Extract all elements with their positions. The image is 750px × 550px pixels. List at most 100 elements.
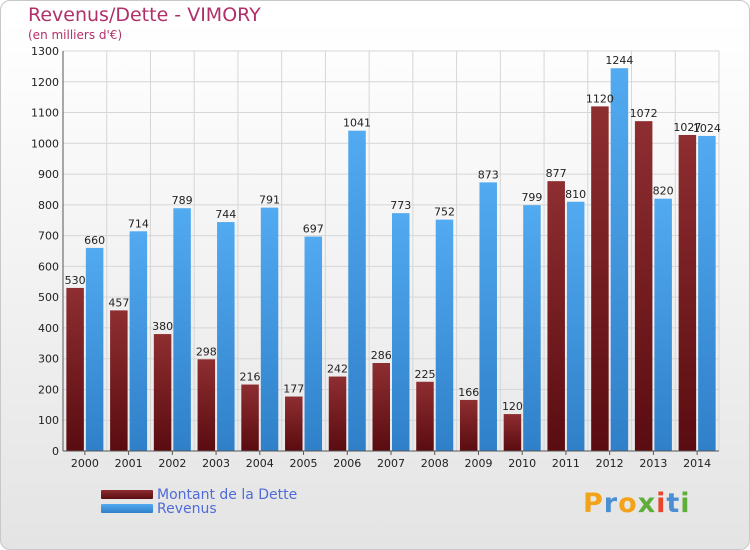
data-label-revenus: 810: [565, 188, 586, 201]
data-label-revenus: 1024: [693, 122, 721, 135]
data-label-revenus: 697: [303, 223, 324, 236]
brand-letter: o: [618, 488, 638, 519]
brand-letter: i: [680, 488, 691, 519]
y-tick-label: 400: [38, 322, 59, 335]
legend-swatch-dette: [101, 490, 153, 499]
y-tick-label: 900: [38, 168, 59, 181]
x-tick-label: 2006: [333, 457, 361, 470]
brand-letter: x: [637, 488, 657, 519]
data-label-revenus: 873: [478, 168, 499, 181]
y-tick-label: 0: [52, 445, 59, 458]
data-label-dette: 216: [240, 371, 261, 384]
data-label-revenus: 820: [653, 185, 674, 198]
brand-letter: r: [603, 488, 619, 519]
data-label-dette: 166: [458, 386, 479, 399]
y-tick-label: 800: [38, 199, 59, 212]
x-tick-label: 2001: [115, 457, 143, 470]
bar-layer: [66, 68, 716, 452]
bar-revenus: [479, 182, 497, 451]
y-tick-label: 1000: [31, 137, 59, 150]
x-tick-label: 2005: [290, 457, 318, 470]
x-tick-label: 2002: [158, 457, 186, 470]
bar-dette: [634, 121, 653, 452]
bar-revenus: [129, 231, 148, 451]
bar-dette: [503, 414, 522, 451]
y-tick-label: 700: [38, 230, 59, 243]
data-label-dette: 1072: [630, 107, 658, 120]
y-tick-label: 500: [38, 291, 59, 304]
bar-revenus: [610, 68, 629, 451]
bar-dette: [197, 359, 216, 451]
brand-letter: t: [666, 488, 681, 519]
data-label-revenus: 799: [521, 191, 542, 204]
label-layer: 530 660 457 714 380 789 298 744 216 791 177 697 242 1…: [65, 54, 721, 413]
bar-revenus: [654, 198, 672, 451]
y-tick-label: 1100: [31, 107, 59, 120]
data-label-revenus: 660: [84, 234, 105, 247]
legend-label-dette: Montant de la Dette: [157, 487, 298, 503]
data-label-revenus: 789: [172, 194, 193, 207]
axis-layer: 0 100 200 300 400 500 600 700 800 900 1000 1100 1200…: [31, 45, 719, 470]
data-label-revenus: 1041: [343, 117, 371, 130]
y-tick-label: 200: [38, 383, 59, 396]
bar-dette: [66, 287, 84, 451]
bar-revenus: [173, 208, 191, 451]
y-tick-label: 1200: [31, 76, 59, 89]
x-tick-label: 2004: [246, 457, 274, 470]
data-label-dette: 120: [502, 400, 523, 413]
bar-dette: [459, 399, 478, 451]
data-label-revenus: 1244: [605, 54, 633, 67]
data-label-dette: 242: [327, 363, 348, 376]
bar-dette: [416, 381, 434, 451]
bar-dette: [372, 363, 390, 451]
data-label-revenus: 791: [259, 194, 280, 207]
data-label-dette: 298: [196, 345, 217, 358]
bar-dette: [591, 106, 609, 451]
data-label-dette: 457: [108, 296, 129, 309]
data-label-dette: 286: [371, 349, 392, 362]
y-tick-label: 1300: [31, 45, 59, 58]
bar-revenus: [260, 207, 279, 451]
brand-letter: P: [583, 488, 604, 519]
bar-revenus: [698, 135, 716, 451]
data-label-revenus: 773: [390, 199, 411, 212]
y-tick-label: 300: [38, 353, 59, 366]
bar-revenus: [85, 247, 104, 451]
data-label-dette: 1120: [586, 92, 614, 105]
bar-dette: [678, 135, 697, 451]
data-label-dette: 177: [283, 383, 304, 396]
x-tick-label: 2012: [596, 457, 624, 470]
brand-logo: Proxiti: [583, 488, 691, 519]
data-label-dette: 877: [546, 167, 567, 180]
data-label-revenus: 744: [215, 208, 236, 221]
x-tick-label: 2013: [639, 457, 667, 470]
x-tick-label: 2009: [464, 457, 492, 470]
bar-revenus: [392, 213, 410, 451]
data-label-revenus: 714: [128, 217, 149, 230]
y-tick-label: 100: [38, 414, 59, 427]
bar-dette: [110, 310, 128, 451]
x-tick-label: 2000: [71, 457, 99, 470]
data-label-revenus: 752: [434, 206, 455, 219]
chart-title: Revenus/Dette - VIMORY: [28, 4, 261, 26]
y-tick-label: 600: [38, 260, 59, 273]
data-label-dette: 225: [414, 368, 435, 381]
data-label-dette: 1027: [673, 121, 701, 134]
x-tick-label: 2011: [552, 457, 580, 470]
bar-dette: [153, 334, 172, 451]
x-tick-label: 2008: [421, 457, 449, 470]
x-tick-label: 2003: [202, 457, 230, 470]
bar-revenus: [304, 236, 323, 451]
bar-revenus: [348, 130, 366, 451]
brand-letter: i: [656, 488, 667, 519]
bar-revenus: [217, 222, 235, 451]
x-tick-label: 2010: [508, 457, 536, 470]
chart-subtitle: (en milliers d'€): [28, 28, 123, 42]
x-tick-label: 2014: [683, 457, 711, 470]
legend-swatch-revenus: [101, 504, 153, 513]
bar-dette: [285, 396, 303, 451]
bar-dette: [328, 376, 347, 451]
bar-revenus: [435, 219, 454, 451]
